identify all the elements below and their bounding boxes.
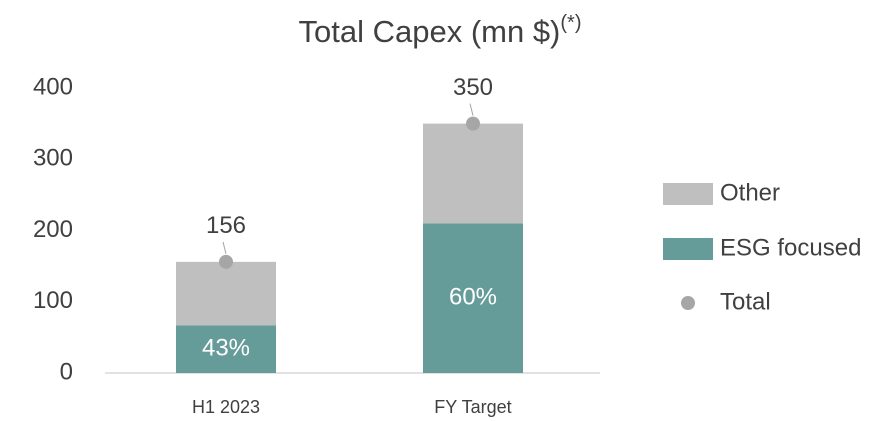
- bar-segment: [176, 325, 276, 373]
- total-dot: [219, 254, 233, 269]
- leader-line: [222, 241, 227, 254]
- leader-line: [469, 103, 474, 116]
- bar-segment: [176, 261, 276, 326]
- y-tick-label: 300: [33, 145, 73, 172]
- total-dot: [466, 116, 480, 131]
- legend-swatch: [663, 238, 713, 260]
- total-label: 350: [453, 74, 493, 101]
- title-superscript: (*): [560, 12, 581, 34]
- x-tick-label: FY Target: [434, 397, 511, 417]
- total-label: 156: [206, 212, 246, 239]
- legend-label: ESG focused: [720, 234, 861, 261]
- title-text: Total Capex (mn $): [299, 14, 561, 49]
- y-tick-label: 0: [60, 358, 73, 385]
- legend-label: Total: [720, 288, 771, 315]
- share-label: 43%: [202, 334, 250, 361]
- legend-marker: [681, 296, 695, 310]
- y-tick-label: 400: [33, 73, 73, 100]
- y-tick-label: 100: [33, 287, 73, 314]
- y-tick-label: 200: [33, 216, 73, 243]
- share-label: 60%: [449, 284, 497, 311]
- bar-segment: [423, 123, 523, 224]
- chart-title: Total Capex (mn $)(*): [299, 12, 582, 49]
- legend-label: Other: [720, 179, 780, 206]
- legend-swatch: [663, 183, 713, 205]
- x-tick-label: H1 2023: [192, 397, 260, 417]
- bar-segment: [423, 223, 523, 373]
